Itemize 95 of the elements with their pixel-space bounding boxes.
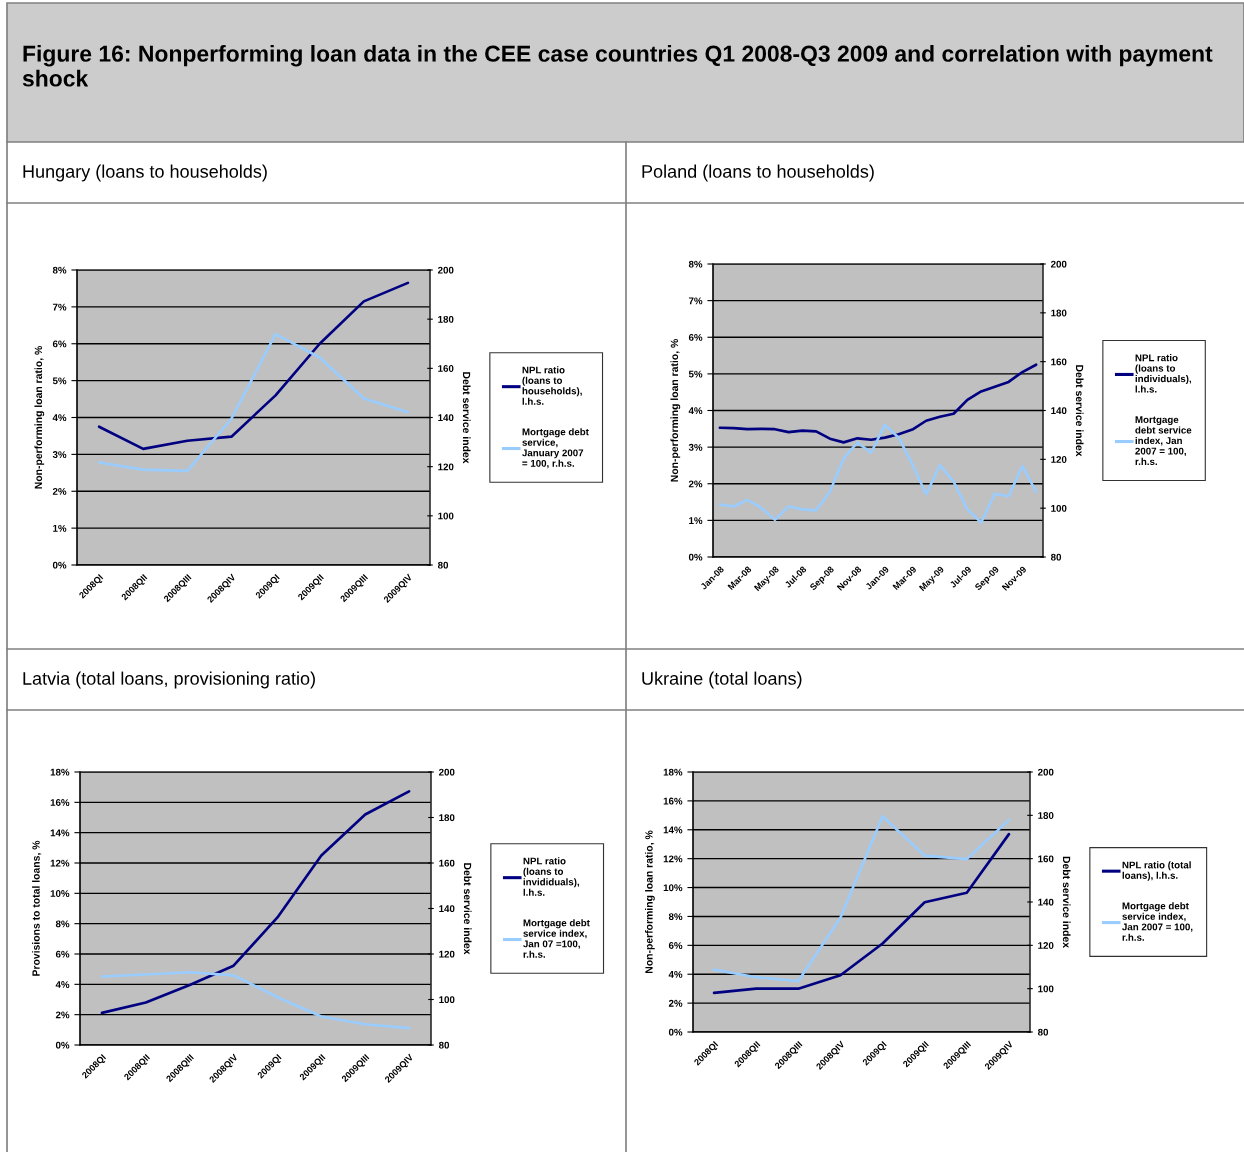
- y-tick-label: 16%: [663, 797, 683, 805]
- y-tick-label: 4%: [52, 414, 67, 422]
- y-tick-label: 1%: [53, 524, 67, 532]
- y-tick-label: 18%: [50, 768, 70, 776]
- legend-label: Mortgage debt service index, Jan 07 =100, r.h.s.: [523, 919, 590, 958]
- y-tick-label: 2%: [688, 480, 703, 488]
- y2-tick-label: 140: [1051, 407, 1067, 415]
- line-series: [97, 281, 410, 451]
- y2-tick-label: 160: [438, 365, 454, 372]
- legend-label: Mortgage debt service, January 2007 = 100, r.h.s.: [522, 428, 589, 469]
- y-tick-label: 0%: [52, 561, 67, 569]
- y-tick-label: 8%: [688, 260, 703, 268]
- y-tick-label: 3%: [688, 443, 703, 451]
- y-tick-label: 4%: [668, 970, 683, 978]
- y-tick-label: 4%: [55, 981, 70, 988]
- y-tick-label: 16%: [50, 799, 70, 806]
- y-tick-label: 14%: [50, 829, 70, 837]
- y2-tick-label: 160: [1038, 855, 1054, 863]
- y-tick-label: 7%: [688, 297, 703, 305]
- y-tick-label: 2%: [668, 999, 683, 1007]
- y2-tick-label: 100: [439, 996, 455, 1004]
- y-tick-label: 14%: [663, 826, 683, 834]
- y2-tick-label: 100: [1051, 504, 1067, 512]
- chart-title: Ukraine (total loans): [642, 671, 802, 689]
- y-tick-label: 4%: [688, 407, 703, 415]
- y2-tick-label: 200: [438, 768, 455, 776]
- legend-label: NPL ratio (loans to households), l.h.s.: [522, 366, 582, 405]
- y2-tick-label: 120: [1038, 942, 1054, 949]
- line-series: [712, 832, 1011, 995]
- y2-tick-label: 120: [438, 463, 454, 471]
- y2-tick-label: 180: [1038, 812, 1054, 819]
- y-tick-label: 2%: [52, 487, 67, 495]
- y2-tick-label: 160: [439, 859, 455, 867]
- y-tick-label: 5%: [688, 370, 703, 378]
- y-tick-label: 8%: [52, 266, 67, 274]
- y2-tick-label: 140: [438, 414, 454, 422]
- y-axis-title: Provisions to total loans, %: [32, 840, 42, 976]
- y-axis-title: Non-performing loan ratio, %: [34, 346, 45, 489]
- line-series: [97, 332, 410, 473]
- y-tick-label: 12%: [50, 859, 70, 867]
- legend-label: Mortgage debt service index, Jan 2007 = 100, r.h.s.: [1122, 902, 1193, 941]
- line-series: [718, 423, 1038, 524]
- y2-tick-label: 180: [439, 814, 455, 822]
- y-tick-label: 6%: [668, 942, 683, 949]
- y2-tick-label: 100: [438, 512, 454, 520]
- legend-label: NPL ratio (total loans), l.h.s.: [1122, 861, 1191, 881]
- y2-tick-label: 80: [437, 561, 449, 569]
- y2-tick-label: 200: [437, 266, 454, 274]
- y2-tick-label: 120: [439, 950, 455, 958]
- y2-axis-title: Debt service index: [1062, 856, 1071, 948]
- y-tick-label: 0%: [688, 553, 703, 561]
- y2-tick-label: 200: [1037, 768, 1054, 776]
- caption: Figure 16: Nonperforming loan data in the CEE case countries Q1 2008-Q3 2009 and correlation with payment shock: [22, 45, 1213, 87]
- y-tick-label: 10%: [663, 884, 683, 892]
- legend-label: NPL ratio (loans to individuals), l.h.s.: [1135, 354, 1192, 393]
- y-tick-label: 2%: [55, 1011, 70, 1019]
- y-tick-label: 10%: [50, 890, 70, 897]
- y-tick-label: 0%: [668, 1028, 683, 1036]
- y-tick-label: 6%: [52, 340, 67, 348]
- y2-tick-label: 80: [1037, 1028, 1049, 1036]
- y-tick-label: 8%: [668, 913, 683, 921]
- chart-title: Hungary (loans to households): [23, 164, 267, 182]
- y-tick-label: 3%: [52, 451, 67, 459]
- line-series: [100, 970, 411, 1030]
- y2-tick-label: 100: [1038, 985, 1054, 993]
- y-tick-label: 1%: [689, 517, 703, 524]
- y-axis-title: Non-performing loan ratio, %: [645, 830, 655, 974]
- y-tick-label: 18%: [663, 768, 683, 776]
- y-axis-title: Non-performing loan ratio, %: [670, 339, 681, 482]
- y-tick-label: 6%: [55, 950, 70, 958]
- y2-axis-title: Debt service index: [462, 372, 471, 464]
- y2-axis-title: Debt service index: [463, 863, 472, 955]
- y2-tick-label: 180: [438, 315, 454, 323]
- y2-axis-title: Debt service index: [1075, 365, 1084, 457]
- legend-label: NPL ratio (loans to invididuals), l.h.s.: [523, 857, 580, 896]
- y2-tick-label: 140: [439, 905, 455, 913]
- legend-label: Mortgage debt service index, Jan 2007 = 100, r.h.s.: [1135, 416, 1192, 465]
- chart-title: Poland (loans to households): [642, 164, 874, 182]
- y2-tick-label: 200: [1050, 260, 1067, 268]
- chart-title: Latvia (total loans, provisioning ratio): [23, 671, 315, 689]
- line-series: [712, 814, 1011, 983]
- y-tick-label: 8%: [55, 920, 70, 928]
- y2-tick-label: 120: [1051, 456, 1067, 463]
- y2-tick-label: 160: [1051, 358, 1067, 366]
- y-tick-label: 5%: [52, 377, 67, 385]
- y2-tick-label: 80: [1050, 553, 1062, 561]
- line-series: [100, 790, 411, 1015]
- y2-tick-label: 80: [438, 1041, 450, 1049]
- y-tick-label: 0%: [55, 1041, 70, 1049]
- line-series: [718, 363, 1038, 444]
- y-tick-label: 6%: [688, 333, 703, 341]
- y-tick-label: 12%: [663, 855, 683, 863]
- y-tick-label: 7%: [52, 303, 67, 311]
- y2-tick-label: 180: [1051, 309, 1067, 317]
- y2-tick-label: 140: [1038, 898, 1054, 906]
